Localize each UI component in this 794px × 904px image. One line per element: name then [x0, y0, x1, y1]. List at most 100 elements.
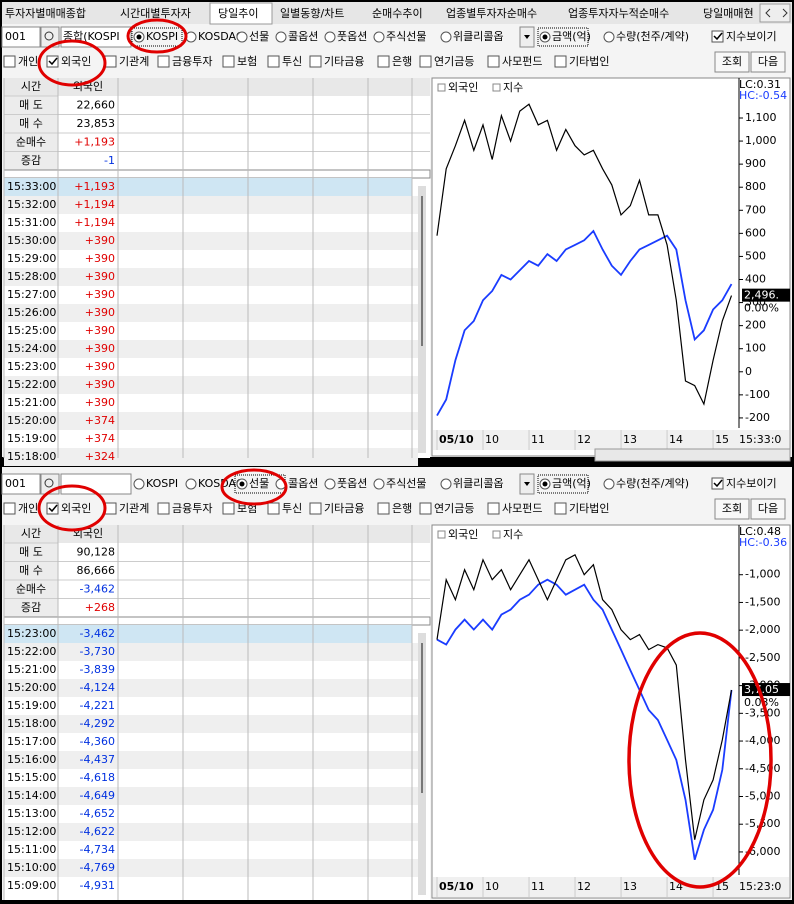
checkbox[interactable]: [377, 55, 390, 68]
radio[interactable]: [185, 31, 197, 43]
summary-label: 순매수: [16, 136, 46, 149]
checkbox[interactable]: [104, 502, 117, 515]
checkbox[interactable]: [309, 502, 322, 515]
radio[interactable]: [373, 478, 385, 490]
radio[interactable]: [440, 478, 452, 490]
table-gap: [3, 169, 431, 179]
checkbox[interactable]: [157, 55, 170, 68]
legend-swatch: [437, 530, 446, 539]
code-box[interactable]: [1, 26, 41, 48]
legend-swatch: [492, 530, 501, 539]
checkbox[interactable]: [222, 502, 235, 515]
checkbox[interactable]: [487, 55, 500, 68]
market-option: 콜옵션: [288, 30, 318, 43]
radio[interactable]: [133, 478, 145, 490]
checkbox[interactable]: [487, 502, 500, 515]
end-label: 0.03%: [744, 696, 779, 709]
tab[interactable]: 순매수추이: [372, 7, 423, 20]
market-option: 선물: [249, 477, 269, 490]
tab[interactable]: 당일추이: [218, 6, 258, 20]
summary-label: 매 수: [19, 564, 43, 577]
radio[interactable]: [324, 31, 336, 43]
row-bg: [4, 679, 418, 697]
investor-option: 기타금융: [324, 55, 364, 68]
radio[interactable]: [185, 478, 197, 490]
checkbox[interactable]: [157, 502, 170, 515]
checkbox[interactable]: [267, 55, 280, 68]
row-bg: [4, 178, 412, 196]
checkbox[interactable]: [554, 55, 567, 68]
radio[interactable]: [236, 31, 248, 43]
radio[interactable]: [440, 31, 452, 43]
code-box[interactable]: [1, 473, 41, 495]
unit-option: 금액(억): [552, 30, 591, 43]
market-option: 위클리콜옵: [453, 477, 504, 490]
checkbox[interactable]: [309, 55, 322, 68]
y-tick-label: 1,100: [745, 111, 777, 124]
radio[interactable]: [373, 31, 385, 43]
y-tick-label: 200: [745, 319, 766, 332]
highlight-ellipse: [37, 39, 107, 87]
y-tick-label: -4,000: [745, 734, 780, 747]
chart-controls[interactable]: [594, 448, 791, 462]
search-icon: [44, 478, 54, 488]
y-tick-label: -1,500: [745, 595, 780, 608]
row-bg: [4, 376, 418, 394]
checkbox[interactable]: [711, 477, 724, 490]
tab[interactable]: 일별동향/차트: [280, 6, 344, 20]
market-option: 풋옵션: [337, 477, 367, 490]
value-cell: -4,618: [80, 771, 115, 784]
checkbox[interactable]: [104, 55, 117, 68]
checkbox[interactable]: [267, 502, 280, 515]
series-line: [436, 103, 733, 406]
summary-label: 증감: [21, 154, 41, 167]
radio[interactable]: [324, 478, 336, 490]
focus-box: [131, 27, 183, 47]
legend-swatch: [492, 83, 501, 92]
button[interactable]: [750, 51, 786, 73]
y-tick-label: 1,000: [745, 134, 777, 147]
checkbox[interactable]: [554, 502, 567, 515]
button[interactable]: [714, 498, 750, 520]
checkbox[interactable]: [222, 55, 235, 68]
time-cell: 15:19:00: [7, 699, 56, 712]
checkbox[interactable]: [711, 30, 724, 43]
time-cell: 15:22:00: [7, 645, 56, 658]
radio[interactable]: [603, 478, 615, 490]
checkbox[interactable]: [419, 502, 432, 515]
market-option: 주식선물: [386, 477, 426, 490]
series-line: [436, 553, 733, 840]
tab[interactable]: 업종별투자자순매수: [446, 7, 537, 20]
investor-option: 개인: [18, 55, 38, 68]
chart-bg: [431, 77, 791, 457]
tab[interactable]: 투자자별매매종합: [5, 7, 86, 20]
time-cell: 15:31:00: [7, 216, 56, 229]
y-tick-label: -2,000: [745, 623, 780, 636]
row-bg: [4, 412, 418, 430]
time-cell: 15:18:00: [7, 717, 56, 730]
button[interactable]: [714, 51, 750, 73]
row-bg: [4, 877, 418, 895]
checkbox[interactable]: [46, 502, 59, 515]
checkbox[interactable]: [377, 502, 390, 515]
value-cell: +1,194: [74, 198, 115, 211]
y-tick-label: -6,000: [745, 845, 780, 858]
checkbox[interactable]: [419, 55, 432, 68]
checkbox[interactable]: [3, 55, 16, 68]
radio[interactable]: [603, 31, 615, 43]
button[interactable]: [750, 498, 786, 520]
tab[interactable]: 시간대별투자자: [120, 7, 191, 20]
checkbox[interactable]: [46, 55, 59, 68]
checkbox[interactable]: [3, 502, 16, 515]
value-cell: +390: [85, 234, 115, 247]
tab[interactable]: 업종투자자누적순매수: [568, 7, 669, 20]
summary-value: -3,462: [80, 583, 115, 596]
radio[interactable]: [275, 31, 287, 43]
end-label-box: [742, 683, 790, 697]
code: 001: [5, 30, 26, 43]
tab[interactable]: 당일매매현: [703, 6, 754, 20]
show-index: 지수보이기: [726, 30, 777, 43]
tab-arrows[interactable]: [759, 3, 791, 23]
x-tick-label: 05/10: [439, 880, 474, 893]
show-index: 지수보이기: [726, 477, 777, 490]
